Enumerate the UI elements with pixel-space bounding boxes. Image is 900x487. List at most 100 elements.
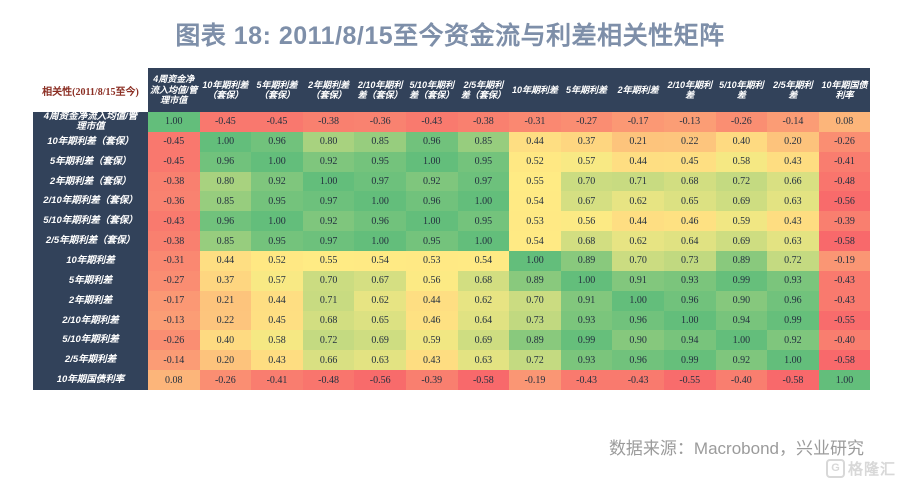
matrix-cell: 0.94 xyxy=(715,310,768,331)
matrix-cell: 0.90 xyxy=(715,290,768,311)
matrix-cell: 0.92 xyxy=(767,330,819,351)
matrix-cell: -0.26 xyxy=(715,112,768,132)
matrix-cell: 0.68 xyxy=(560,231,613,252)
matrix-cell: 0.97 xyxy=(354,171,406,192)
matrix-cell: 1.00 xyxy=(715,330,768,351)
matrix-cell: -0.14 xyxy=(148,350,200,371)
matrix-cell: 1.00 xyxy=(663,310,716,331)
matrix-cell: 0.72 xyxy=(509,350,561,371)
row-header: 2/10年期利差 xyxy=(33,310,148,331)
gelonghui-watermark: G 格隆汇 xyxy=(825,458,896,479)
matrix-cell: 0.89 xyxy=(509,330,561,351)
matrix-cell: 0.08 xyxy=(148,370,200,391)
matrix-cell: 0.43 xyxy=(405,350,458,371)
matrix-cell: 0.46 xyxy=(405,310,458,331)
data-source-note: 数据来源：Macrobond，兴业研究 xyxy=(608,439,864,458)
matrix-cell: 0.99 xyxy=(560,330,613,351)
matrix-cell: -0.43 xyxy=(818,270,871,291)
matrix-cell: 0.72 xyxy=(302,330,355,351)
matrix-cell: -0.58 xyxy=(767,370,819,391)
matrix-cell: 0.96 xyxy=(405,131,458,152)
matrix-cell: -0.40 xyxy=(715,370,768,391)
matrix-cell: 0.63 xyxy=(354,350,406,371)
matrix-cell: 0.65 xyxy=(663,191,716,212)
matrix-cell: 0.53 xyxy=(405,251,458,271)
matrix-cell: -0.45 xyxy=(251,112,303,132)
matrix-cell: 0.68 xyxy=(663,171,716,192)
matrix-cell: 0.70 xyxy=(509,290,561,311)
row-header: 2年期利差（套保） xyxy=(33,171,148,192)
matrix-cell: 1.00 xyxy=(302,171,355,192)
matrix-cell: -0.40 xyxy=(818,330,871,351)
matrix-cell: -0.43 xyxy=(148,211,200,232)
matrix-cell: 0.20 xyxy=(767,131,819,152)
matrix-cell: 0.89 xyxy=(715,251,768,271)
column-header: 2/5年期利差（套保） xyxy=(457,68,510,112)
matrix-cell: 0.62 xyxy=(457,290,510,311)
matrix-cell: 0.97 xyxy=(302,231,355,252)
row-header: 2/10年期利差（套保） xyxy=(33,191,148,212)
row-header: 10年期国债利率 xyxy=(33,370,148,391)
matrix-cell: 0.65 xyxy=(354,310,406,331)
matrix-cell: -0.13 xyxy=(148,310,200,331)
column-header: 2/10年期利差 xyxy=(663,68,716,112)
matrix-cell: 1.00 xyxy=(767,350,819,371)
matrix-cell: 0.95 xyxy=(354,151,406,172)
matrix-cell: -0.27 xyxy=(148,270,200,291)
matrix-cell: 0.44 xyxy=(405,290,458,311)
matrix-cell: 0.54 xyxy=(509,191,561,212)
column-header: 10年期利差（套保） xyxy=(199,68,252,112)
matrix-cell: -0.56 xyxy=(354,370,406,391)
matrix-cell: 0.22 xyxy=(663,131,716,152)
row-header: 5/10年期利差（套保） xyxy=(33,211,148,232)
row-header: 4周资金净流入均值/管理市值 xyxy=(33,111,148,132)
matrix-cell: 1.00 xyxy=(354,231,406,252)
gelonghui-logo-text: 格隆汇 xyxy=(847,461,896,478)
row-header: 5年期利差（套保） xyxy=(33,151,148,172)
matrix-cell: 0.97 xyxy=(457,171,510,192)
matrix-cell: 0.57 xyxy=(560,151,613,172)
matrix-cell: 1.00 xyxy=(148,112,200,132)
row-header: 10年期利差（套保） xyxy=(33,131,148,152)
matrix-cell: 0.55 xyxy=(302,251,355,271)
matrix-cell: -0.58 xyxy=(818,231,871,252)
matrix-cell: -0.58 xyxy=(457,370,510,391)
matrix-cell: 0.67 xyxy=(354,270,406,291)
matrix-cell: 0.54 xyxy=(354,251,406,271)
column-header: 10年期国债利率 xyxy=(818,68,871,112)
matrix-cell: 0.45 xyxy=(663,151,716,172)
matrix-cell: -0.58 xyxy=(818,350,871,371)
matrix-cell: 0.94 xyxy=(663,330,716,351)
matrix-cell: -0.38 xyxy=(302,112,355,132)
matrix-cell: 0.85 xyxy=(457,131,510,152)
row-header: 2/5年期利差 xyxy=(33,350,148,371)
matrix-cell: -0.45 xyxy=(199,112,252,132)
matrix-cell: 0.70 xyxy=(612,251,664,271)
matrix-cell: 0.73 xyxy=(509,310,561,331)
column-header: 4周资金净流入均值/管理市值 xyxy=(148,68,200,112)
chart-title: 图表 18: 2011/8/15至今资金流与利差相关性矩阵 xyxy=(175,22,725,50)
matrix-cell: 0.21 xyxy=(612,131,664,152)
correlation-matrix: 相关性(2011/8/15至今) 4周资金净流入均值/管理市值 10年期利差（套保）… xyxy=(33,68,871,391)
matrix-cell: 0.68 xyxy=(457,270,510,291)
matrix-cell: 0.40 xyxy=(199,330,252,351)
matrix-cell: -0.39 xyxy=(405,370,458,391)
matrix-corner-label: 相关性(2011/8/15至今) xyxy=(33,68,148,112)
matrix-cell: 0.43 xyxy=(767,151,819,172)
matrix-cell: 0.62 xyxy=(354,290,406,311)
matrix-cell: 0.73 xyxy=(663,251,716,271)
column-header: 2年期利差 xyxy=(612,68,664,112)
matrix-cell: 0.92 xyxy=(251,171,303,192)
row-header: 5/10年期利差 xyxy=(33,330,148,351)
matrix-cell: 1.00 xyxy=(457,231,510,252)
matrix-cell: 0.66 xyxy=(302,350,355,371)
matrix-cell: 0.20 xyxy=(199,350,252,371)
matrix-cell: 0.96 xyxy=(354,211,406,232)
matrix-cell: -0.43 xyxy=(560,370,613,391)
row-header: 5年期利差 xyxy=(33,270,148,291)
matrix-cell: -0.48 xyxy=(818,171,871,192)
matrix-cell: 0.62 xyxy=(612,191,664,212)
matrix-cell: 0.59 xyxy=(715,211,768,232)
matrix-cell: 0.52 xyxy=(251,251,303,271)
row-header: 2年期利差 xyxy=(33,290,148,311)
